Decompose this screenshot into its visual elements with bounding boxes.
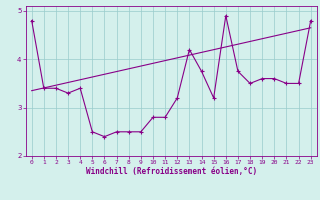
X-axis label: Windchill (Refroidissement éolien,°C): Windchill (Refroidissement éolien,°C) (86, 167, 257, 176)
